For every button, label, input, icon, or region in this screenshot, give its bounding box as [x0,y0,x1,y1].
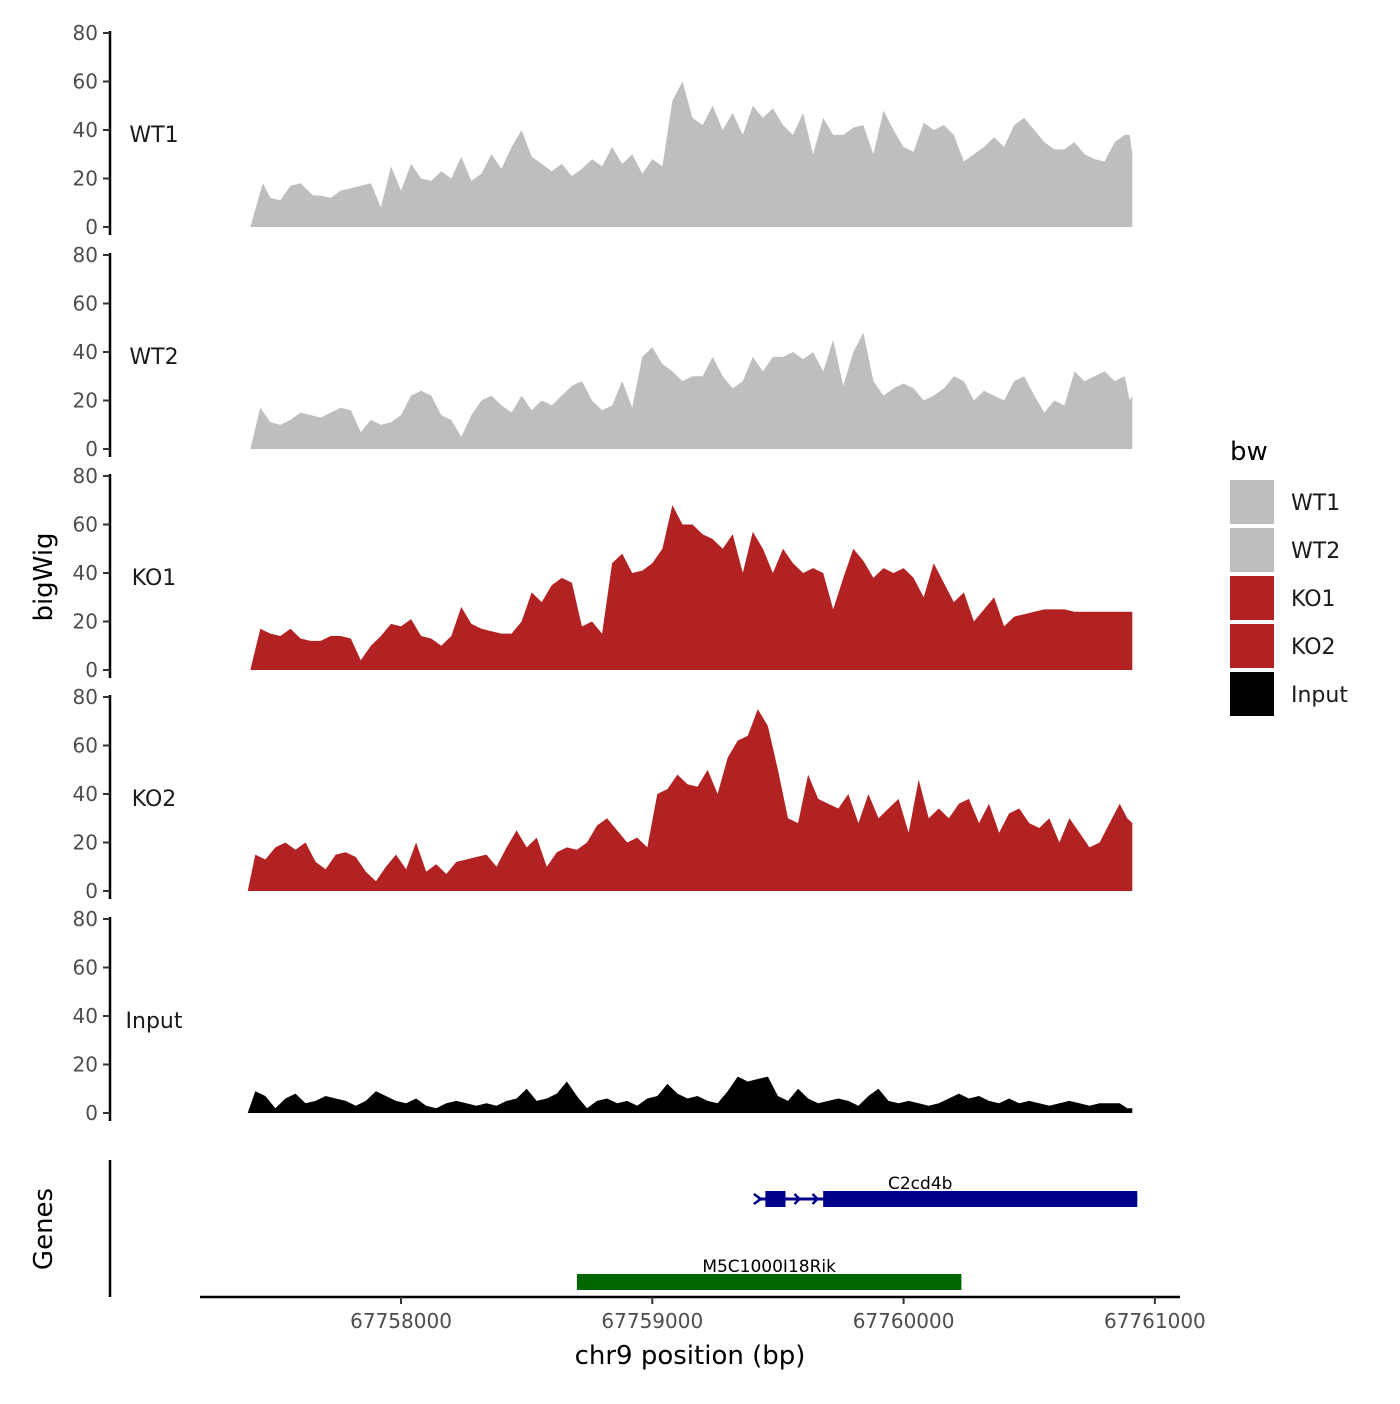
y-tick-label: 60 [73,513,98,537]
y-tick-label: 40 [73,340,98,364]
x-tick-label: 67760000 [853,1309,955,1333]
x-axis-title: chr9 position (bp) [575,1341,806,1371]
y-tick-label: 80 [73,685,98,709]
y-tick-label: 0 [85,215,98,239]
strand-arrow [793,1193,802,1205]
track-area-wt2 [250,332,1133,449]
x-tick-label: 67761000 [1104,1309,1206,1333]
legend-swatch-input [1230,672,1274,716]
legend-label-ko2: KO2 [1291,635,1336,660]
x-axis: 67758000 67759000 67760000 67761000 [200,1295,1206,1333]
legend-swatch-wt2 [1230,528,1274,572]
y-tick-label: 40 [73,1004,98,1028]
y-tick-label: 20 [73,1053,98,1077]
gene-label: M5C1000I18Rik [702,1257,836,1277]
x-tick-label: 67758000 [350,1309,452,1333]
legend: bw WT1 WT2 KO1 KO2 Input [1230,437,1348,716]
y-tick-label: 80 [73,243,98,267]
track-panels: 0 20 40 60 80 WT1 0 20 40 60 80 WT2 0 20 40 60 80 KO1 0 20 4… [73,21,1133,1125]
gene-exon [576,1274,962,1290]
y-tick-label: 40 [73,118,98,142]
y-tick-label: 60 [73,70,98,94]
track-label: WT2 [129,345,178,370]
track-area-wt1 [250,81,1133,227]
y-tick-label: 0 [85,1101,98,1125]
legend-label-input: Input [1291,683,1348,708]
y-tick-label: 0 [85,879,98,903]
gene-track: C2cd4b M5C1000I18Rik [108,1160,1138,1297]
gene-label: C2cd4b [888,1174,952,1194]
legend-swatch-wt1 [1230,480,1274,524]
track-area-input [247,1076,1133,1113]
y-tick-label: 60 [73,292,98,316]
y-tick-label: 20 [73,389,98,413]
y-tick-label: 60 [73,734,98,758]
gene-m5c1000i18rik: M5C1000I18Rik [576,1257,962,1290]
y-tick-label: 60 [73,956,98,980]
y-axis-title: bigWig [29,532,59,621]
y-tick-label: 80 [73,907,98,931]
gene-c2cd4b: C2cd4b [753,1174,1138,1207]
y-tick-label: 0 [85,437,98,461]
y-tick-label: 20 [73,831,98,855]
track-area-ko1 [250,505,1133,670]
legend-title: bw [1230,437,1268,467]
track-label: Input [126,1009,183,1034]
y-tick-label: 20 [73,167,98,191]
legend-label-wt2: WT2 [1291,539,1340,564]
track-panel-ko2: 0 20 40 60 80 KO2 [73,685,1133,903]
track-panel-ko1: 0 20 40 60 80 KO1 [73,464,1133,682]
track-panel-wt2: 0 20 40 60 80 WT2 [73,243,1133,461]
track-label: WT1 [129,123,178,148]
y-tick-label: 0 [85,658,98,682]
track-label: KO1 [132,566,177,591]
y-tick-label: 80 [73,464,98,488]
track-panel-input: 0 20 40 60 80 Input [73,907,1133,1125]
gene-exon [765,1191,786,1207]
y-tick-label: 80 [73,21,98,45]
legend-label-wt1: WT1 [1291,491,1340,516]
track-area-ko2 [247,709,1133,891]
strand-arrow [753,1192,763,1206]
legend-swatch-ko1 [1230,576,1274,620]
track-panel-wt1: 0 20 40 60 80 WT1 [73,21,1133,239]
y-tick-label: 40 [73,561,98,585]
y-tick-label: 40 [73,782,98,806]
track-label: KO2 [132,787,177,812]
legend-label-ko1: KO1 [1291,587,1336,612]
gene-exon [823,1191,1138,1207]
x-tick-label: 67759000 [601,1309,703,1333]
strand-arrow [811,1193,820,1205]
genes-axis-title: Genes [29,1188,59,1270]
legend-swatch-ko2 [1230,624,1274,668]
y-tick-label: 20 [73,610,98,634]
